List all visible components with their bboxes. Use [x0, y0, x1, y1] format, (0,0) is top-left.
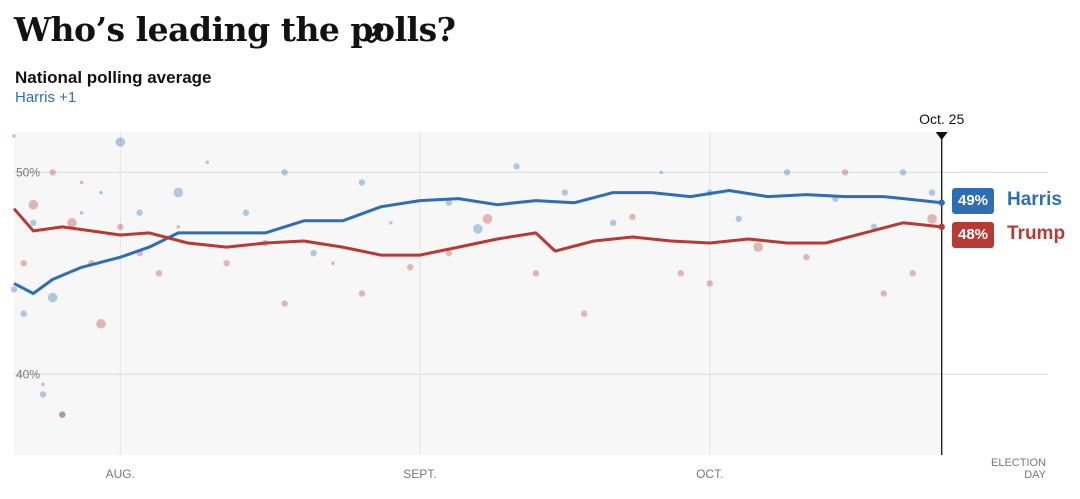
poll-dot [223, 260, 230, 267]
poll-dot [909, 270, 916, 277]
harris-endpoint [938, 199, 945, 206]
harris-average-line [13, 189, 942, 295]
poll-dot [473, 224, 483, 234]
poll-dot [561, 189, 569, 196]
poll-dot [136, 209, 143, 216]
poll-dot [783, 169, 791, 176]
poll-dot [59, 411, 66, 418]
poll-dot [927, 214, 937, 224]
poll-dot [67, 218, 77, 228]
poll-dot [580, 310, 588, 317]
trump-endpoint [938, 223, 945, 231]
poll-dot [99, 190, 103, 195]
x-tick-label: SEPT. [403, 467, 436, 481]
poll-dot [928, 189, 936, 196]
polling-lead: Harris +1 [15, 89, 77, 106]
poll-dot [79, 210, 84, 215]
poll-dot [49, 169, 56, 176]
poll-dot [30, 219, 37, 227]
x-tick-label: DAY [1024, 469, 1046, 481]
poll-dot [629, 213, 636, 220]
link-icon[interactable] [362, 20, 388, 46]
poll-dot [173, 187, 184, 198]
x-tick-label: OCT. [696, 467, 723, 481]
poll-dot [79, 180, 84, 185]
trump-average-line [12, 207, 942, 257]
poll-dot [677, 270, 684, 277]
poll-dot [28, 199, 39, 210]
current-date-label: Oct. 25 [919, 111, 964, 127]
poll-dot [20, 260, 27, 267]
poll-dot [389, 221, 393, 225]
poll-dot [281, 300, 288, 307]
x-tick-label: ELECTION [991, 457, 1046, 469]
poll-dot [735, 215, 742, 223]
poll-dot [176, 225, 181, 229]
poll-dot [39, 391, 47, 398]
poll-dot [155, 270, 163, 277]
poll-dot [242, 209, 250, 216]
poll-dot [47, 292, 58, 303]
trump-series-label: Trump [1007, 222, 1066, 244]
poll-dot [482, 214, 493, 224]
x-tick-label: AUG. [106, 467, 135, 481]
poll-dot [532, 270, 540, 277]
poll-dot [96, 318, 106, 329]
poll-dot [41, 382, 45, 387]
poll-dot [12, 134, 16, 138]
poll-dot [331, 261, 335, 266]
poll-dot [841, 169, 849, 176]
poll-dot [358, 179, 366, 186]
poll-dot [445, 199, 453, 206]
chart-subtitle: National polling average [15, 68, 212, 87]
poll-dot [659, 170, 664, 175]
poll-dot [310, 249, 317, 257]
y-tick-label: 40% [16, 367, 40, 381]
poll-dot [115, 137, 126, 147]
harris-series-label: Harris [1007, 188, 1062, 210]
poll-dot [513, 163, 520, 170]
poll-dot [358, 290, 366, 297]
poll-dot [10, 286, 18, 293]
poll-dot [117, 223, 124, 231]
harris-percent-badge: 49% [952, 187, 995, 214]
y-tick-label: 50% [16, 165, 40, 179]
poll-dot [880, 290, 887, 297]
current-date-arrow [935, 132, 948, 140]
poll-dot [407, 264, 414, 271]
poll-dot [281, 169, 288, 176]
poll-dot [609, 219, 617, 227]
poll-dot [445, 249, 453, 257]
poll-dot [753, 242, 763, 252]
poll-dot [899, 169, 907, 176]
trump-percent-badge: 48% [952, 221, 995, 248]
poll-dot [803, 253, 810, 261]
plot-background [14, 132, 942, 455]
poll-dot [20, 310, 27, 317]
poll-dot [205, 160, 210, 165]
poll-dot [59, 411, 66, 418]
poll-dot [706, 280, 713, 287]
